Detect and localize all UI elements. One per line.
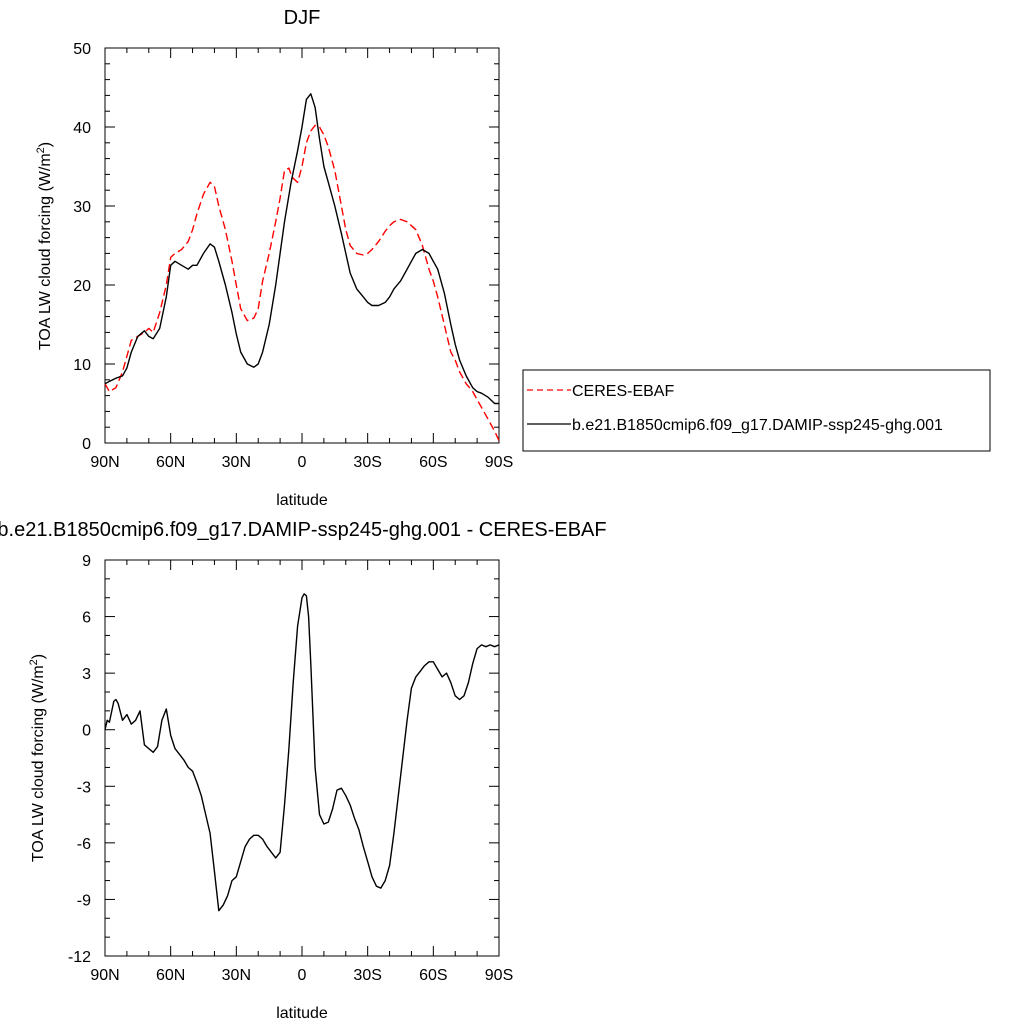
bottom-plot-frame [104, 559, 500, 957]
top-chart-title: DJF [284, 7, 321, 29]
y-tick-label: 3 [82, 666, 91, 683]
y-tick-label: -3 [77, 779, 91, 796]
y-tick-label: 10 [73, 357, 91, 374]
bottom-x-axis-title: latitude [276, 1005, 328, 1022]
y-tick-label: 6 [82, 610, 91, 627]
y-tick-label: 20 [73, 278, 91, 295]
x-tick-label: 30N [222, 967, 251, 984]
y-tick-label: 0 [82, 723, 91, 740]
legend: CERES-EBAF b.e21.B1850cmip6.f09_g17.DAMI… [522, 369, 991, 452]
y-tick-label: -12 [68, 949, 91, 966]
bottom-chart-title: b.e21.B1850cmip6.f09_g17.DAMIP-ssp245-gh… [0, 519, 607, 541]
bottom-chart-panel: b.e21.B1850cmip6.f09_g17.DAMIP-ssp245-gh… [0, 519, 607, 1022]
x-tick-label: 90S [485, 454, 513, 471]
y-tick-label: -6 [77, 836, 91, 853]
y-tick-label: 50 [73, 41, 91, 58]
top-series-line-1 [104, 93, 499, 405]
x-tick-label: 0 [298, 454, 307, 471]
legend-label-ceres: CERES-EBAF [572, 383, 674, 400]
x-tick-label: 90N [90, 967, 119, 984]
y-tick-label: 30 [73, 199, 91, 216]
x-tick-label: 30N [222, 454, 251, 471]
x-tick-label: 60S [419, 967, 447, 984]
x-tick-label: 60S [419, 454, 447, 471]
x-tick-label: 30S [353, 454, 381, 471]
x-tick-label: 90S [485, 967, 513, 984]
x-tick-label: 90N [90, 454, 119, 471]
top-series-line-0 [104, 124, 500, 441]
x-tick-label: 30S [353, 967, 381, 984]
legend-box [522, 369, 991, 452]
y-tick-label: 40 [73, 120, 91, 137]
top-x-axis-title: latitude [276, 492, 328, 509]
legend-label-model: b.e21.B1850cmip6.f09_g17.DAMIP-ssp245-gh… [572, 417, 943, 434]
x-tick-label: 60N [156, 454, 185, 471]
y-tick-label: 0 [82, 436, 91, 453]
y-tick-label: 9 [82, 553, 91, 570]
top-y-axis-title: TOA LW cloud forcing (W/m2) [35, 142, 54, 350]
bottom-y-axis-title: TOA LW cloud forcing (W/m2) [28, 654, 47, 862]
top-plot-frame [104, 47, 500, 444]
y-tick-label: -9 [77, 892, 91, 909]
bottom-series-line-0 [104, 593, 500, 912]
top-chart-panel: DJF 90N 60N 30N 0 30S 60S 90S 0 10 20 30 40 50 latit… [35, 7, 991, 509]
x-tick-label: 0 [298, 967, 307, 984]
x-tick-label: 60N [156, 967, 185, 984]
